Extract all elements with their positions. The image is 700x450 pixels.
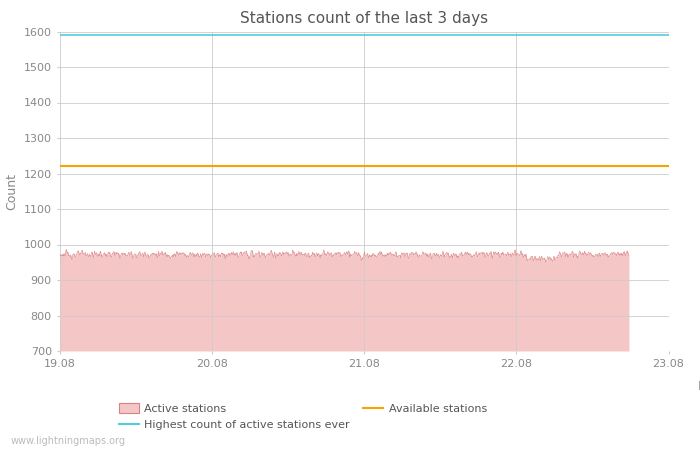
- Text: www.lightningmaps.org: www.lightningmaps.org: [10, 436, 125, 446]
- Text: Day: Day: [698, 380, 700, 393]
- Legend: Active stations, Highest count of active stations ever, Available stations: Active stations, Highest count of active…: [115, 399, 491, 435]
- Title: Stations count of the last 3 days: Stations count of the last 3 days: [240, 11, 488, 26]
- Y-axis label: Count: Count: [5, 173, 18, 210]
